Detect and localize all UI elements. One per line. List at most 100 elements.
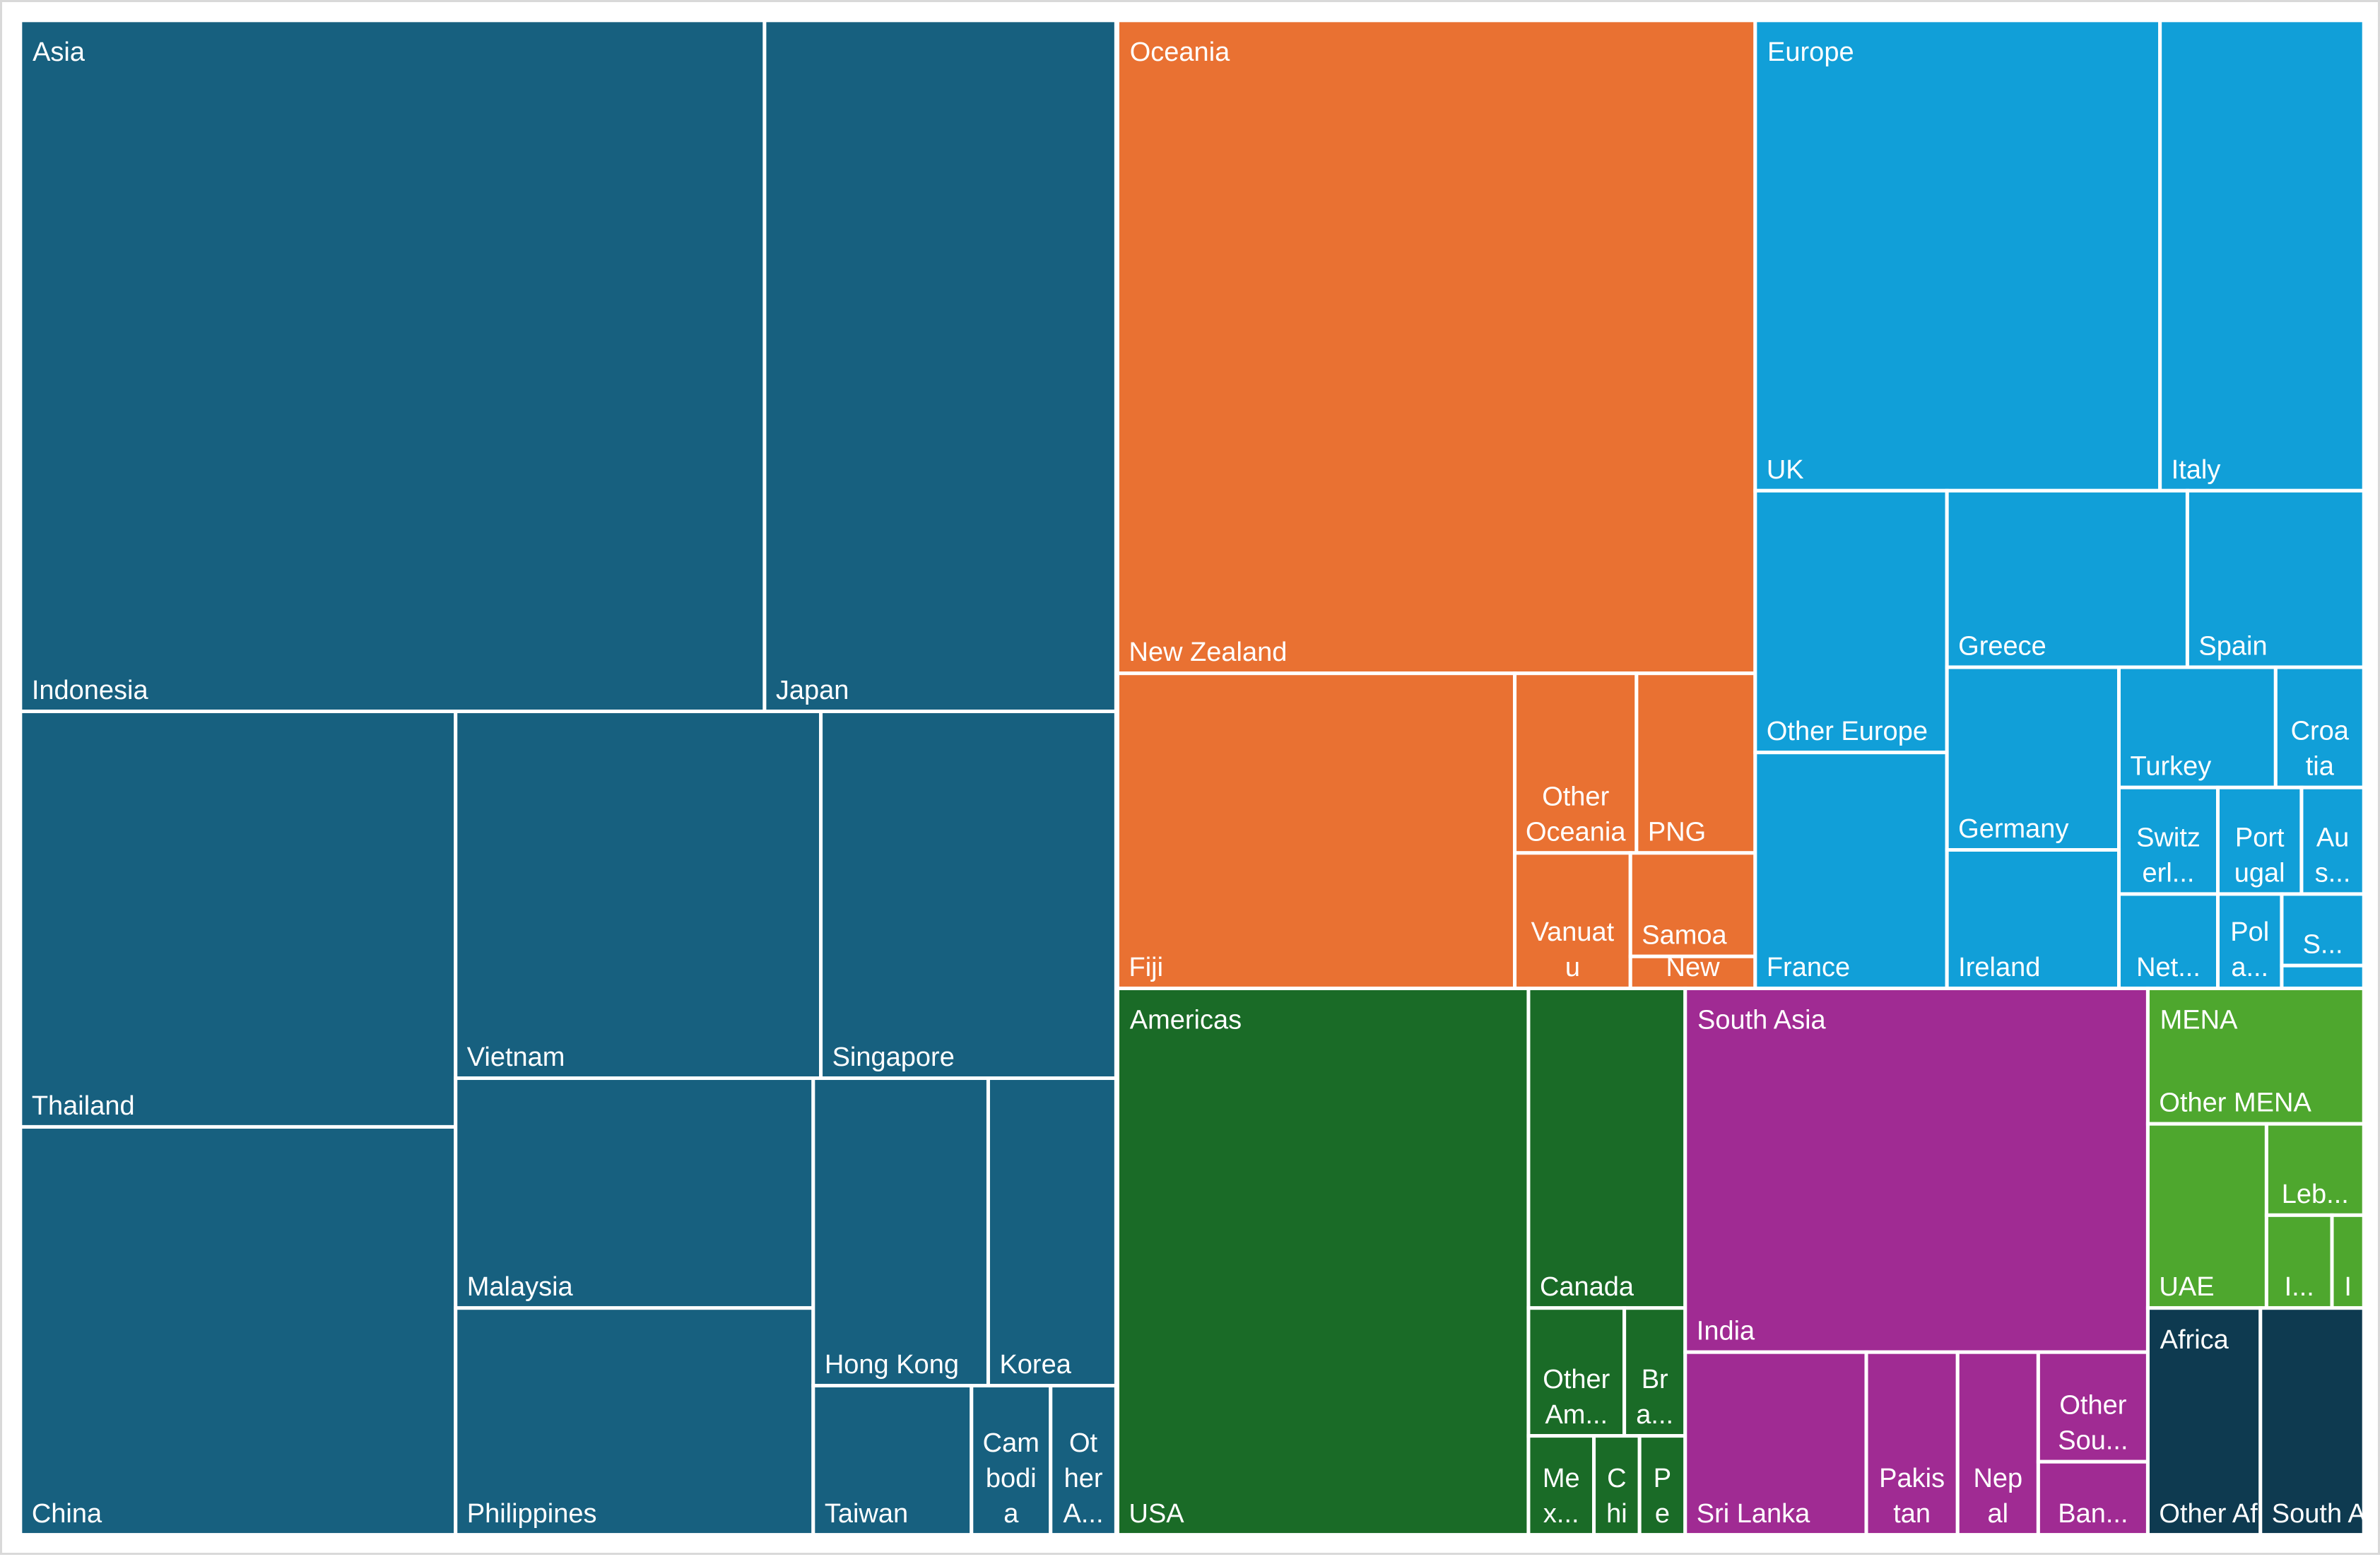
label-asia-hong-kong: Hong Kong [825,1350,959,1380]
tile-europe-croa-tia[interactable] [2273,665,2366,789]
label-europe-spain: Spain [2198,632,2267,662]
label-asia-singapore: Singapore [832,1042,955,1072]
label-south-asia-nep-al: Nep al [1973,1464,2022,1529]
label-europe-s: S... [2303,930,2343,960]
tile-asia-ot-her-a[interactable] [1049,1384,1118,1537]
label-europe-other-europe: Other Europe [1767,717,1928,746]
label-south-asia-india: India [1697,1317,1755,1346]
tile-oceania-vanuat-u[interactable] [1513,851,1632,990]
label-europe-net: Net... [2136,953,2201,982]
tile-asia-singapore[interactable] [819,710,1118,1081]
tile-asia-indonesia[interactable] [18,18,767,714]
label-africa-south-africa: South Africa [2272,1499,2380,1529]
tile-south-asia-nep-al[interactable] [1955,1350,2040,1537]
label-asia-japan: Japan [776,676,849,705]
tile-europe-au-s[interactable] [2299,785,2366,896]
group-label-americas: Americas [1130,1006,1242,1035]
group-label-asia: Asia [33,37,86,67]
label-europe-france: France [1767,953,1850,982]
label-europe-au-s: Au s... [2315,823,2351,888]
label-europe-italy: Italy [2172,455,2221,485]
group-label-africa: Africa [2160,1325,2229,1355]
tile-europe-germany[interactable] [1945,665,2121,852]
label-south-asia-sri-lanka: Sri Lanka [1697,1499,1810,1529]
tile-asia-philippines[interactable] [454,1306,815,1537]
tile-asia-taiwan[interactable] [811,1384,974,1537]
tile-europe-item-16[interactable] [2280,963,2366,990]
tile-south-asia-sri-lanka[interactable] [1683,1350,1868,1537]
label-europe-croa-tia: Croa tia [2291,717,2350,782]
tile-oceania-fiji[interactable] [1116,671,1517,990]
label-asia-korea: Korea [999,1350,1071,1380]
tile-asia-thailand[interactable] [18,710,458,1129]
label-mena-other-mena: Other MENA [2159,1088,2311,1118]
label-mena-i: I [2344,1272,2352,1302]
label-americas-canada: Canada [1540,1272,1634,1302]
tile-europe-italy[interactable] [2158,18,2366,493]
tile-americas-usa[interactable] [1116,986,1531,1537]
label-europe-turkey: Turkey [2131,752,2212,782]
tile-americas-p-e[interactable] [1637,1434,1687,1537]
label-mena-uae: UAE [2159,1272,2214,1302]
label-europe-germany: Germany [1958,814,2068,844]
label-oceania-samoa: Samoa [1642,921,1727,951]
tile-africa-other-africa[interactable] [2145,1306,2263,1537]
label-oceania-new: New [1666,953,1721,982]
tile-mena-leb[interactable] [2264,1122,2366,1217]
tile-europe-s[interactable] [2280,892,2366,968]
label-oceania-fiji: Fiji [1129,953,1164,982]
label-south-asia-pakis-tan: Pakis tan [1879,1464,1945,1529]
label-europe-port-ugal: Port ugal [2234,823,2285,888]
tile-africa-south-africa[interactable] [2258,1306,2366,1537]
group-label-south-asia: South Asia [1697,1006,1827,1035]
label-oceania-new-zealand: New Zealand [1129,638,1288,667]
label-europe-switz-erl: Switz erl... [2136,823,2201,888]
label-europe-uk: UK [1767,455,1804,485]
treemap-tiles [18,18,2366,1537]
label-asia-china: China [32,1499,102,1529]
label-americas-usa: USA [1129,1499,1185,1529]
label-mena-i: I... [2285,1272,2314,1302]
label-asia-thailand: Thailand [32,1091,135,1121]
label-asia-malaysia: Malaysia [467,1272,574,1302]
tile-europe-ireland[interactable] [1945,847,2121,990]
tile-mena-i[interactable] [2264,1213,2334,1310]
group-label-mena: MENA [2160,1006,2238,1035]
tile-europe-switz-erl[interactable] [2117,785,2220,896]
tile-asia-japan[interactable] [762,18,1118,714]
tile-europe-uk[interactable] [1753,18,2162,493]
label-asia-cam-bodi-a: Cam bodi a [983,1428,1039,1529]
tile-europe-net[interactable] [2117,892,2220,990]
label-asia-ot-her-a: Ot her A... [1064,1428,1104,1529]
label-americas-me-x: Me x... [1543,1464,1580,1529]
label-mena-leb: Leb... [2282,1180,2349,1209]
tile-americas-canada[interactable] [1526,986,1687,1310]
group-label-europe: Europe [1767,37,1854,67]
label-africa-other-africa: Other Africa [2159,1499,2301,1529]
tile-europe-other-europe[interactable] [1753,488,1949,755]
tile-south-asia-india[interactable] [1683,986,2150,1354]
tile-oceania-other-oceania[interactable] [1513,671,1639,855]
label-asia-vietnam: Vietnam [467,1042,565,1072]
label-europe-pol-a: Pol a... [2230,917,2269,982]
label-oceania-vanuat-u: Vanuat u [1531,917,1615,982]
tile-asia-korea[interactable] [986,1076,1118,1388]
tile-asia-china[interactable] [18,1124,458,1537]
tile-europe-spain[interactable] [2185,488,2366,669]
group-label-oceania: Oceania [1130,37,1230,67]
label-americas-br-a: Br a... [1636,1365,1673,1430]
label-south-asia-ban: Ban... [2058,1499,2128,1529]
tile-asia-malaysia[interactable] [454,1076,815,1310]
tile-americas-c-hi[interactable] [1592,1434,1642,1537]
tile-oceania-new[interactable] [1628,954,1757,990]
tile-oceania-new-zealand[interactable] [1116,18,1757,676]
tile-asia-vietnam[interactable] [454,710,823,1081]
label-europe-greece: Greece [1958,632,2046,662]
label-asia-indonesia: Indonesia [32,676,149,705]
tile-asia-hong-kong[interactable] [811,1076,990,1388]
label-europe-ireland: Ireland [1958,953,2040,982]
